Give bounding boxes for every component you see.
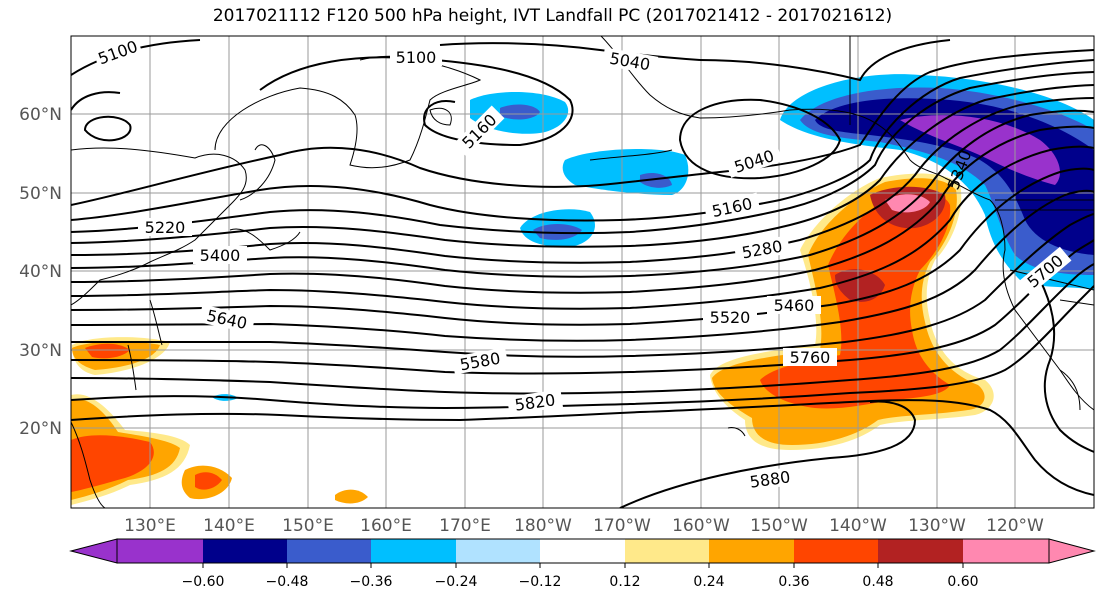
lon-label: 140°W xyxy=(829,516,887,536)
colorbar-tick-label: −0.36 xyxy=(350,574,393,590)
map-panel xyxy=(71,36,1094,508)
coastlines xyxy=(71,36,1094,508)
lon-label: 160°E xyxy=(360,516,412,536)
lon-label: 130°W xyxy=(908,516,966,536)
lon-label: 160°W xyxy=(672,516,730,536)
colorbar-bin xyxy=(1048,538,1096,564)
contour-label: 5220 xyxy=(145,218,186,237)
contour-labels: 5100 5100 5040 5160 5040 5160 5220 5400 … xyxy=(93,37,1072,492)
colorbar-tick-label: −0.12 xyxy=(519,574,562,590)
lat-label: 60°N xyxy=(19,105,62,125)
colorbar-bin xyxy=(203,539,287,563)
colorbar-bin xyxy=(794,539,878,563)
colorbar-bin xyxy=(540,539,625,563)
lat-label: 30°N xyxy=(19,341,62,361)
contour-label: 5760 xyxy=(790,348,831,367)
latitude-labels: 60°N 50°N 40°N 30°N 20°N xyxy=(19,105,62,439)
colorbar-bin xyxy=(963,539,1049,563)
colorbar-bin xyxy=(117,539,203,563)
colorbar-bin xyxy=(625,539,709,563)
lon-label: 120°W xyxy=(986,516,1044,536)
height-contours xyxy=(71,39,1094,508)
lon-label: 170°E xyxy=(439,516,491,536)
colorbar-tick-label: 0.36 xyxy=(778,574,809,590)
contour-label: 5400 xyxy=(200,246,241,265)
colorbar-tick-label: 0.12 xyxy=(609,574,640,590)
colorbar-bin xyxy=(456,539,540,563)
longitude-labels: 130°E 140°E 150°E 160°E 170°E 180°W 170°… xyxy=(124,516,1044,536)
lat-label: 40°N xyxy=(19,262,62,282)
colorbar-tick-label: −0.60 xyxy=(182,574,225,590)
lon-label: 150°E xyxy=(282,516,334,536)
colorbar-bin xyxy=(69,538,118,564)
lon-label: 130°E xyxy=(124,516,176,536)
lat-label: 50°N xyxy=(19,184,62,204)
lon-label: 180°W xyxy=(514,516,572,536)
colorbar-tick-label: −0.48 xyxy=(266,574,309,590)
lon-label: 170°W xyxy=(593,516,651,536)
contour-label: 5100 xyxy=(396,48,437,67)
contour-label: 5460 xyxy=(774,296,815,315)
map-title: 2017021112 F120 500 hPa height, IVT Land… xyxy=(212,6,893,26)
colorbar-tick-label: 0.24 xyxy=(693,574,724,590)
colorbar-bin xyxy=(878,539,963,563)
colorbar-tick-label: 0.48 xyxy=(862,574,893,590)
colorbar: −0.60 −0.48 −0.36 −0.24 −0.12 0.12 0.24 … xyxy=(69,538,1096,590)
lon-label: 150°W xyxy=(750,516,808,536)
map-frame xyxy=(70,35,1095,509)
colorbar-tick-label: −0.24 xyxy=(435,574,478,590)
contour-label: 5520 xyxy=(710,308,751,327)
lon-label: 140°E xyxy=(203,516,255,536)
colorbar-bin xyxy=(371,539,456,563)
colorbar-tick-label: 0.60 xyxy=(947,574,978,590)
colorbar-bin xyxy=(709,539,794,563)
lat-label: 20°N xyxy=(19,419,62,439)
colorbar-bin xyxy=(287,539,371,563)
